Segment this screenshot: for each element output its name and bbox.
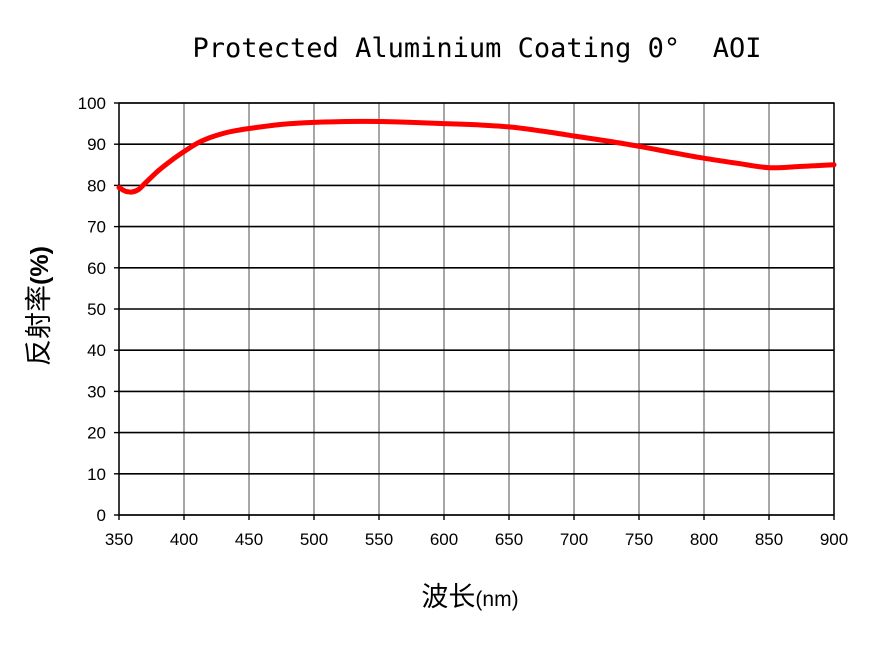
x-tick-label: 900: [820, 530, 848, 549]
x-tick-labels: 350 400 450 500 550 600 650 700 750 800 850 900: [105, 530, 848, 549]
y-tick-label: 30: [87, 382, 106, 401]
x-tick-label: 450: [235, 530, 263, 549]
y-tick-labels: 0 10 20 30 40 50 60 70 80 90 100: [78, 94, 106, 525]
y-tick-label: 50: [87, 300, 106, 319]
x-tick-label: 850: [755, 530, 783, 549]
y-tick-label: 10: [87, 465, 106, 484]
x-tick-label: 500: [300, 530, 328, 549]
x-tick-label: 650: [495, 530, 523, 549]
y-tick-label: 20: [87, 424, 106, 443]
vertical-gridlines: [118, 103, 835, 520]
reflectance-series-line: [116, 118, 837, 195]
y-tick-label: 90: [87, 135, 106, 154]
x-tick-label: 550: [365, 530, 393, 549]
plot-frame: [118, 102, 835, 516]
y-tick-label: 0: [97, 506, 106, 525]
x-axis-label-cjk: 波长: [421, 582, 475, 613]
horizontal-gridlines: [114, 102, 834, 516]
y-tick-label: 40: [87, 341, 106, 360]
x-tick-label: 600: [430, 530, 458, 549]
y-tick-label: 70: [87, 218, 106, 237]
y-tick-label: 100: [78, 94, 106, 113]
x-tick-label: 400: [170, 530, 198, 549]
y-axis-label: 反射率(%): [24, 246, 55, 366]
series-lines: [116, 118, 837, 195]
x-axis-label: 波长(nm): [421, 582, 518, 613]
y-tick-label: 60: [87, 259, 106, 278]
y-tick-label: 80: [87, 176, 106, 195]
x-tick-label: 750: [625, 530, 653, 549]
x-axis-label-unit: (nm): [475, 588, 518, 611]
chart-title: Protected Aluminium Coating 0° AOI: [193, 33, 762, 64]
x-tick-label: 800: [690, 530, 718, 549]
y-axis-label-cjk: 反射率: [24, 285, 55, 366]
x-tick-label: 350: [105, 530, 133, 549]
x-tick-label: 700: [560, 530, 588, 549]
y-axis-label-unit: (%): [26, 246, 54, 285]
